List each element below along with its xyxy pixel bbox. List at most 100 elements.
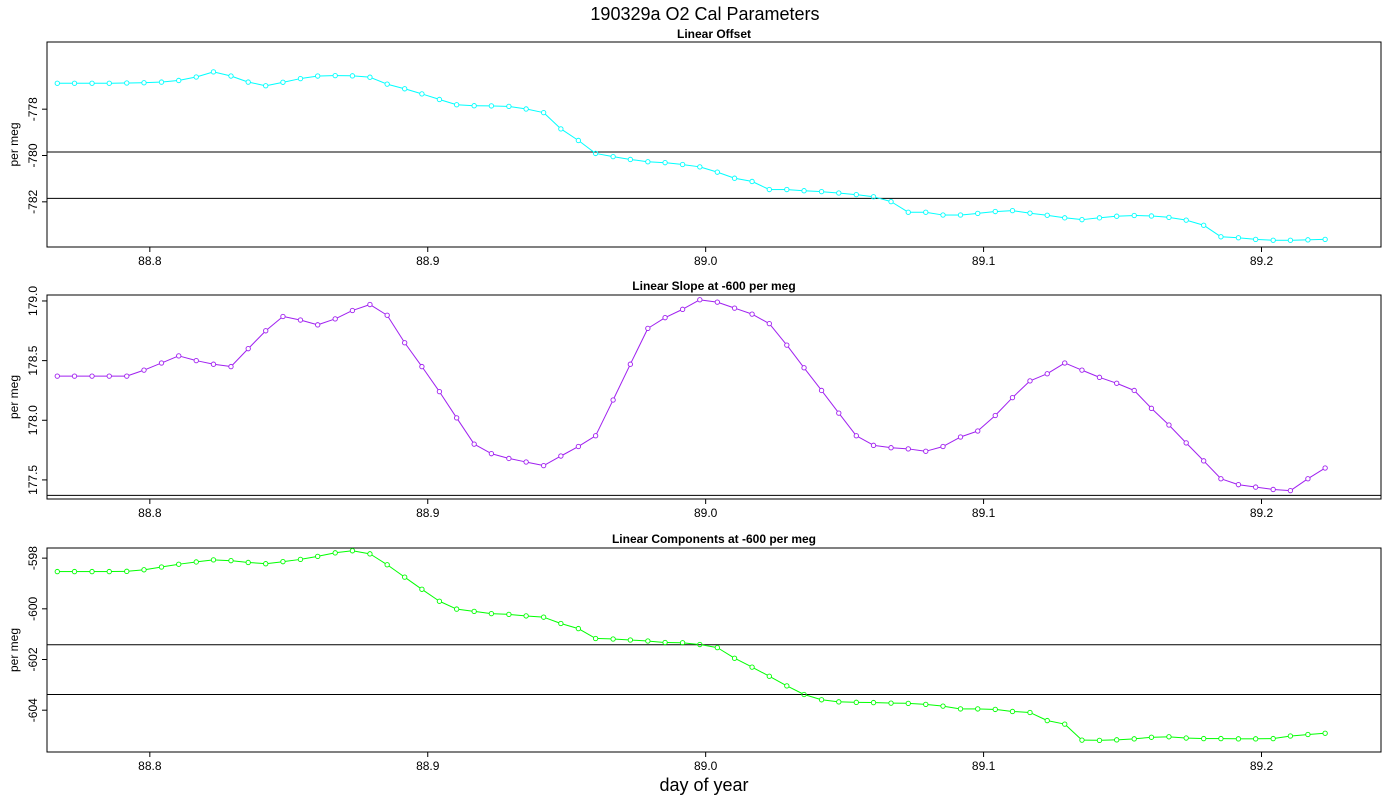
series-segment: [579, 141, 595, 153]
x-axis-title: day of year: [659, 775, 748, 795]
data-point: [749, 311, 755, 317]
y-tick-label: -604: [26, 698, 40, 722]
series-segment: [180, 76, 195, 81]
data-point: [1062, 721, 1068, 727]
data-point: [1148, 213, 1155, 219]
series-segment: [701, 167, 716, 173]
data-point: [766, 673, 772, 679]
series-segment: [910, 448, 924, 452]
series-segment: [354, 304, 369, 311]
series-segment: [354, 75, 368, 78]
data-point: [1114, 737, 1120, 743]
data-point: [89, 80, 95, 86]
data-point: [801, 188, 807, 194]
data-point: [1114, 380, 1120, 386]
series-segment: [893, 447, 907, 450]
series-segment: [1083, 370, 1098, 377]
series-segment: [840, 192, 855, 195]
series-segment: [267, 82, 281, 86]
series-segment: [1188, 220, 1202, 226]
series-segment: [892, 202, 907, 212]
series-segment: [910, 702, 924, 705]
data-point: [610, 397, 616, 403]
series-segment: [630, 330, 648, 363]
data-point: [1235, 235, 1242, 241]
series-segment: [544, 113, 560, 128]
data-point: [870, 442, 877, 448]
series-segment: [146, 81, 160, 84]
x-tick-label: 89.0: [694, 759, 718, 773]
series-segment: [440, 393, 456, 417]
data-point: [1131, 387, 1137, 394]
series-segment: [198, 559, 212, 563]
series-segment: [562, 447, 577, 456]
data-point: [957, 434, 964, 440]
x-tick-label: 88.9: [416, 506, 440, 520]
data-point: [575, 137, 582, 144]
series-segment: [719, 302, 733, 308]
series-segment: [545, 456, 560, 465]
data-point: [697, 297, 703, 303]
data-point: [1166, 214, 1172, 221]
data-point: [1305, 731, 1311, 738]
x-tick-label: 89.1: [972, 254, 996, 268]
data-point: [367, 74, 373, 80]
y-tick-label: -780: [26, 143, 40, 167]
series-segment: [649, 318, 664, 328]
plot-content: 88.8 88.9 89.0 89.1 89.2 177.5 178.0 178.5 179.0: [26, 286, 1381, 520]
series-segment: [1118, 215, 1133, 217]
series-segment: [302, 75, 316, 79]
series-segment: [997, 210, 1011, 212]
data-point: [801, 691, 807, 698]
series-segment: [354, 550, 368, 554]
series-segment: [510, 458, 525, 463]
data-point: [1201, 222, 1207, 228]
data-point: [870, 194, 877, 200]
x-tick-label: 89.0: [694, 254, 718, 268]
series-segment: [1275, 489, 1289, 491]
y-tick-label: -598: [26, 546, 40, 570]
data-point: [89, 568, 95, 575]
series-segment: [1031, 374, 1046, 381]
series-segment: [788, 189, 802, 192]
data-point: [1027, 210, 1033, 216]
series-segment: [528, 108, 542, 113]
data-point: [453, 415, 460, 421]
data-point: [1305, 476, 1311, 482]
series-segment: [215, 71, 229, 77]
series-segment: [858, 194, 872, 197]
y-tick-label: 178.5: [26, 345, 40, 375]
series-segment: [128, 569, 142, 572]
series-segment: [945, 705, 959, 710]
series-segment: [927, 212, 941, 216]
panel-linear-slope: Linear Slope at -600 per meg per meg 88.…: [7, 279, 1382, 520]
data-point: [210, 557, 217, 563]
series-segment: [1101, 215, 1115, 219]
data-point: [141, 367, 147, 373]
data-point: [106, 373, 112, 379]
data-point: [1201, 458, 1207, 464]
series-segment: [736, 658, 751, 667]
series-segment: [788, 686, 803, 694]
data-point: [141, 567, 147, 573]
series-segment: [787, 346, 804, 367]
series-segment: [875, 445, 889, 448]
data-point: [1322, 465, 1328, 471]
data-point: [54, 568, 60, 575]
x-tick-label: 89.1: [972, 759, 996, 773]
data-point: [297, 317, 304, 323]
data-point: [1096, 374, 1103, 380]
series-segment: [996, 398, 1012, 415]
panel-linear-components: Linear Components at -600 per meg per me…: [7, 532, 1382, 773]
series-segment: [285, 78, 299, 83]
series-segment: [249, 332, 265, 348]
data-point: [975, 428, 981, 434]
data-point: [54, 373, 60, 379]
data-point: [1183, 735, 1189, 741]
data-point: [488, 610, 495, 617]
series-segment: [1084, 217, 1098, 220]
series-segment: [511, 614, 524, 617]
data-point: [923, 448, 929, 454]
data-point: [836, 699, 842, 705]
data-point: [957, 706, 964, 712]
